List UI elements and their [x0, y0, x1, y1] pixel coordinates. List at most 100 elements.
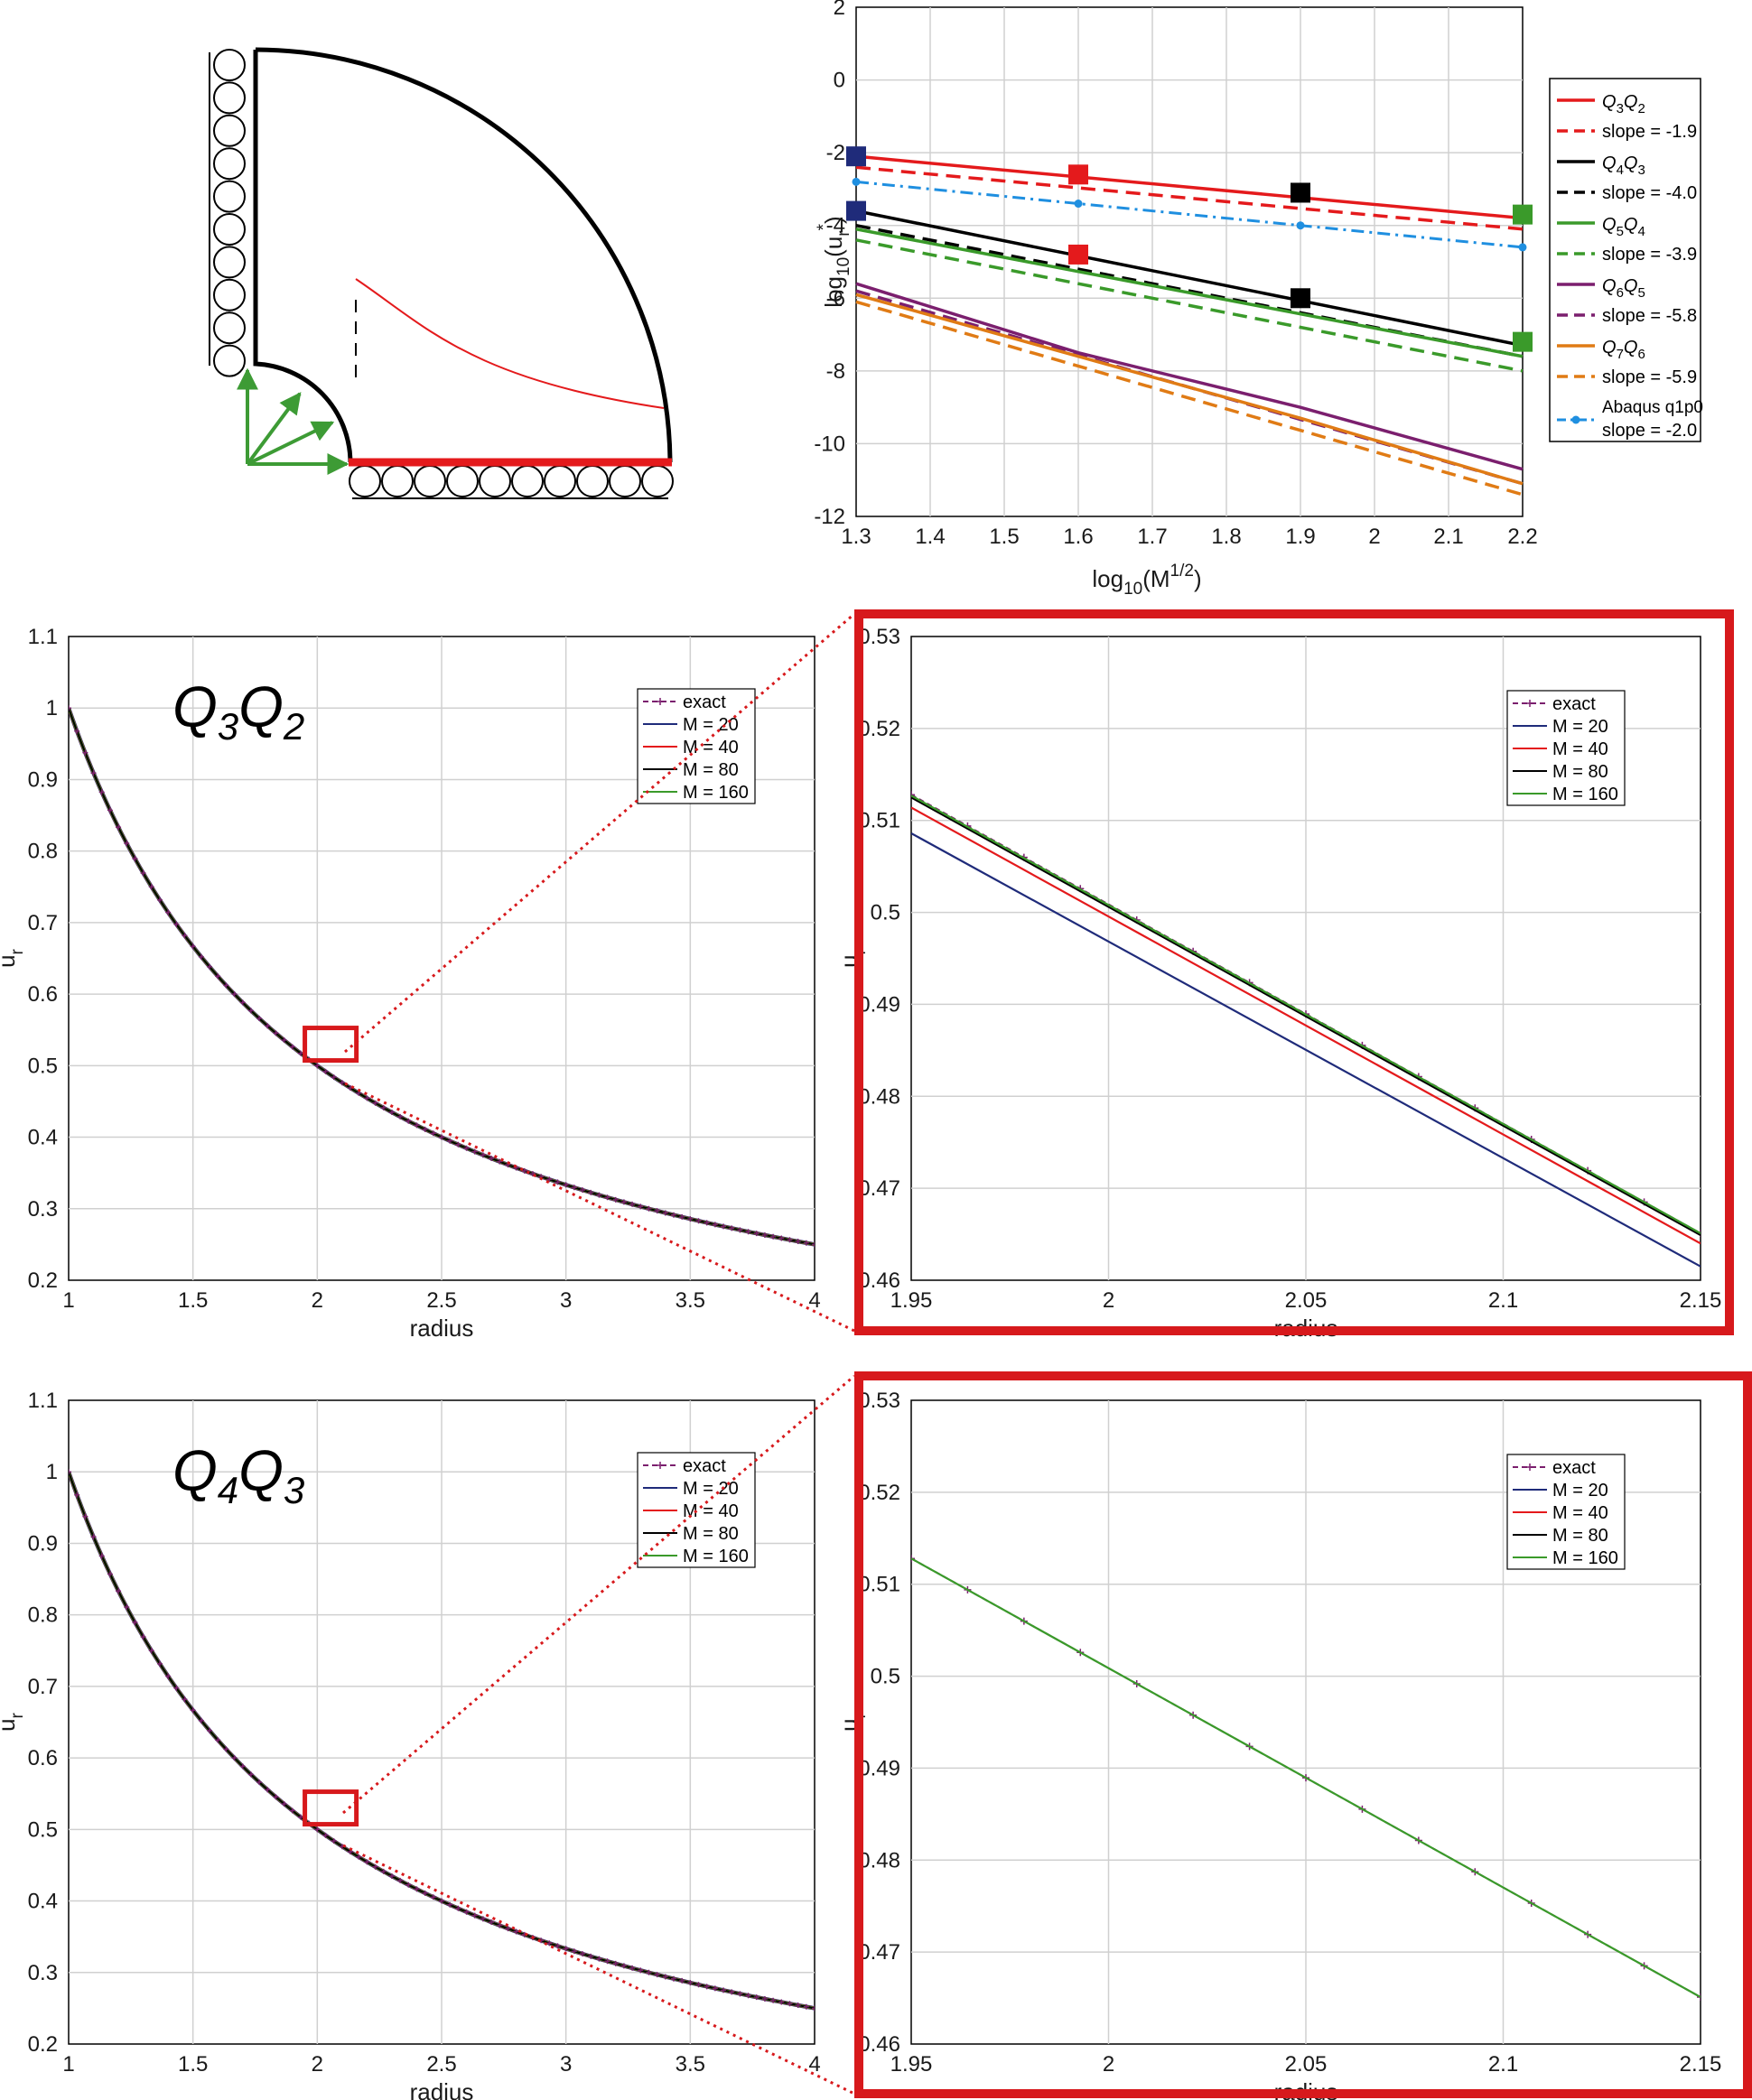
- y-tick-label: -10: [814, 432, 845, 456]
- exact-marker: [265, 1787, 271, 1793]
- y-tick-label: 0.8: [28, 840, 58, 864]
- exact-marker: [447, 1901, 453, 1908]
- q3q2-full-plot: 1 1.5 2 2.5 3 3.5 4 0.2 0.3 0.4 0.5 0.6 0.7 0.8 0.9 1 1.…: [0, 625, 821, 1342]
- exact-marker: [745, 1993, 751, 1999]
- exact-marker: [737, 1991, 743, 1997]
- zoom-box: [303, 1789, 359, 1827]
- y-tick-label: 0.4: [28, 1126, 58, 1150]
- exact-marker: [156, 897, 163, 903]
- series-group: [911, 1555, 1701, 2002]
- x-tick-label: 3: [560, 1288, 572, 1313]
- x-tick-label: 3.5: [676, 2052, 705, 2077]
- exact-marker: [239, 1763, 246, 1770]
- x-tick-label: 1.95: [890, 1288, 933, 1313]
- exact-marker: [331, 1074, 337, 1081]
- exact-marker: [687, 1980, 694, 1986]
- exact-marker: [116, 1588, 122, 1594]
- x-tick-label: 2.05: [1285, 1288, 1328, 1313]
- y-tick-label: 0.48: [858, 1084, 900, 1109]
- exact-marker: [148, 884, 154, 890]
- exact-marker: [580, 1951, 586, 1957]
- exact-marker: [322, 1832, 329, 1838]
- series-line: [855, 282, 1524, 471]
- roller-left: [213, 344, 246, 377]
- series-line: [911, 796, 1701, 1237]
- exact-marker: [812, 1241, 815, 1248]
- exact-marker: [281, 1037, 287, 1044]
- exact-marker: [654, 1972, 660, 1978]
- y-tick-label: 0.5: [28, 1817, 58, 1842]
- exact-marker: [339, 1080, 345, 1086]
- exact-marker: [439, 1898, 444, 1904]
- exact-marker: [654, 1208, 660, 1214]
- series-group: [911, 791, 1701, 1268]
- x-tick-label: 2: [1368, 525, 1380, 549]
- square-marker: [1291, 182, 1310, 203]
- y-axis-label: ur: [0, 1712, 27, 1731]
- exact-marker: [388, 1110, 395, 1115]
- exact-marker: [770, 1233, 777, 1240]
- exact-marker: [803, 1240, 809, 1246]
- schematic-diagram: [209, 47, 674, 499]
- exact-marker: [588, 1953, 594, 1959]
- exact-marker: [778, 1235, 785, 1241]
- exact-marker: [182, 933, 188, 939]
- y-tick-label: 0.52: [858, 717, 900, 741]
- y-tick-label: 0.6: [28, 1746, 58, 1770]
- exact-marker: [273, 1030, 279, 1036]
- x-tick-label: 1.95: [890, 2052, 933, 2077]
- roller-bottom: [414, 465, 446, 497]
- exact-marker: [638, 1967, 644, 1974]
- legend-label: slope = -2.0: [1602, 421, 1697, 441]
- x-tick-label: 1.8: [1211, 525, 1241, 549]
- legend: exact M = 20M = 40 M = 80 M = 160: [637, 1452, 756, 1568]
- y-tick-label: 0.5: [28, 1054, 58, 1078]
- exact-marker: [364, 1095, 370, 1101]
- exact-marker: [729, 1225, 735, 1231]
- legend-label: Q3Q2: [1602, 92, 1645, 116]
- exact-marker: [563, 1182, 569, 1188]
- exact-marker: [588, 1189, 594, 1195]
- roller-bottom: [544, 465, 576, 497]
- x-axis-label: radius: [410, 1315, 474, 1342]
- series-line: [855, 228, 1524, 358]
- y-tick-label: 0.2: [28, 1268, 58, 1293]
- y-axis-label: ur: [0, 948, 27, 967]
- exact-marker: [753, 1994, 760, 2001]
- q4q3-full-plot: 1 1.5 2 2.5 3 3.5 4 0.2 0.3 0.4 0.5 0.6 0.7 0.8 0.9 1 1.…: [0, 1389, 821, 2100]
- legend-swatch-marker: [657, 1462, 664, 1469]
- exact-marker: [554, 1179, 561, 1185]
- exact-marker: [787, 1237, 793, 1243]
- y-tick-label: 0.6: [28, 982, 58, 1007]
- exact-marker: [132, 856, 138, 862]
- exact-marker: [107, 807, 113, 813]
- exact-marker: [513, 1928, 519, 1935]
- roller-left: [213, 180, 246, 213]
- y-axis-label: ur: [835, 948, 870, 967]
- x-tick-label: 1.9: [1285, 525, 1315, 549]
- series-line: [855, 180, 1524, 249]
- exact-marker: [256, 1016, 263, 1022]
- legend-label: slope = -5.9: [1602, 367, 1697, 387]
- exact-marker: [695, 1218, 702, 1224]
- exact-marker: [729, 1989, 735, 1995]
- exact-marker: [132, 1620, 138, 1626]
- y-tick-label: 0.48: [858, 1848, 900, 1872]
- exact-marker: [356, 1854, 362, 1860]
- y-tick-label: -6: [826, 286, 845, 311]
- series-group: [69, 705, 815, 1248]
- exact-marker: [662, 1210, 668, 1216]
- exact-marker: [795, 2002, 801, 2009]
- exact-marker: [1697, 1993, 1701, 2002]
- legend-label: M = 80: [1552, 762, 1608, 782]
- x-tick-label: 4: [808, 1288, 820, 1313]
- y-tick-label: 0.2: [28, 2032, 58, 2057]
- exact-marker: [297, 1814, 303, 1820]
- exact-marker: [620, 1199, 627, 1205]
- exact-marker: [761, 1995, 768, 2002]
- series-point: [1296, 221, 1305, 230]
- exact-marker: [439, 1134, 444, 1140]
- roller-left: [213, 246, 246, 279]
- series-line: [855, 209, 1524, 348]
- exact-marker: [489, 1919, 495, 1926]
